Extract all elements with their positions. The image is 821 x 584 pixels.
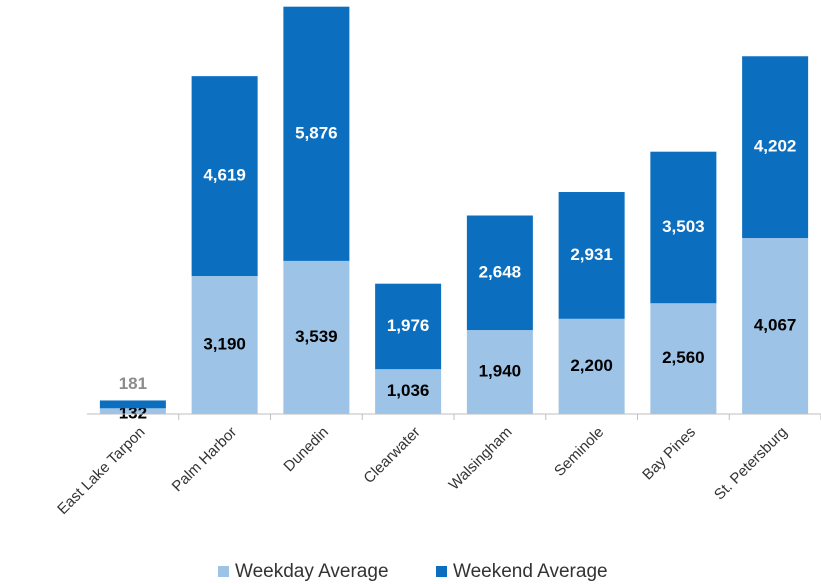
legend-label: Weekday Average: [235, 561, 389, 582]
bar-segment: [375, 369, 442, 414]
bar-segment: [742, 238, 809, 414]
data-label: 1,036: [387, 381, 430, 400]
bar-segment: [558, 318, 625, 414]
data-label: 5,876: [295, 123, 338, 142]
x-tick-label: Seminole: [551, 424, 607, 480]
data-label: 3,190: [203, 334, 246, 353]
bar-segment: [191, 275, 258, 414]
bar-segment: [650, 303, 717, 414]
bar-segment: [466, 330, 533, 414]
data-label: 1,940: [479, 362, 522, 381]
bar-segment: [283, 260, 350, 414]
data-label: 3,539: [295, 327, 338, 346]
data-label: 2,931: [570, 245, 613, 264]
bar-segment: [99, 408, 166, 414]
data-label: 4,067: [754, 316, 797, 335]
legend-label: Weekend Average: [453, 561, 608, 582]
bar-segment: [99, 400, 166, 409]
bar-segment: [650, 151, 717, 304]
x-tick-label: St. Petersburg: [711, 424, 791, 504]
bar-segment: [558, 192, 625, 319]
data-label: 2,648: [479, 262, 522, 281]
x-tick-label: Palm Harbor: [169, 424, 241, 496]
bar-segment: [742, 56, 809, 239]
bar-segment: [375, 283, 442, 370]
data-label: 2,560: [662, 348, 705, 367]
data-label: 181: [119, 374, 147, 393]
bar-segment: [466, 215, 533, 331]
data-label: 1,976: [387, 316, 430, 335]
x-tick-label: Dunedin: [280, 424, 332, 476]
x-tick-label: Walsingham: [446, 424, 516, 494]
data-label: 4,202: [754, 137, 797, 156]
legend-swatch: [436, 566, 447, 577]
legend-swatch: [218, 566, 229, 577]
x-tick-label: East Lake Tarpon: [54, 424, 148, 518]
x-tick-label: Clearwater: [360, 424, 423, 487]
x-tick-label: Bay Pines: [639, 424, 699, 484]
bar-segment: [191, 76, 258, 276]
data-label: 2,200: [570, 356, 613, 375]
data-label: 3,503: [662, 217, 705, 236]
bar-segment: [283, 6, 350, 261]
data-label: 4,619: [203, 166, 246, 185]
